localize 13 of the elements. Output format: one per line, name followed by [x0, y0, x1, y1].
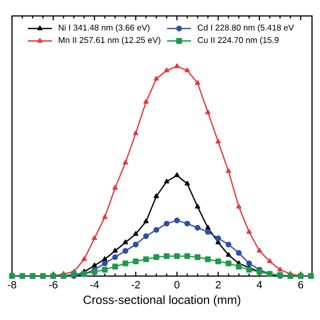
legend-label: Cd I 228.80 nm (5.418 eV — [198, 24, 294, 32]
x-tick-label: 6 — [298, 280, 304, 288]
x-tick-label: -8 — [8, 280, 16, 288]
legend-label: Mn II 257.61 nm (12.25 eV) — [58, 36, 160, 45]
x-tick-label: -2 — [131, 280, 140, 288]
x-tick-label: 0 — [174, 280, 180, 288]
legend-label: Cu II 224.70 nm (15.9 — [198, 36, 279, 45]
x-tick-label: -6 — [49, 280, 58, 288]
x-tick-label: 4 — [256, 280, 262, 288]
x-tick-label: 2 — [216, 280, 221, 288]
legend-label: Ni I 341.48 nm (3.66 eV) — [58, 24, 150, 32]
x-tick-label: -4 — [90, 280, 99, 288]
x-axis-title: Cross-sectional location (mm) — [84, 295, 240, 306]
